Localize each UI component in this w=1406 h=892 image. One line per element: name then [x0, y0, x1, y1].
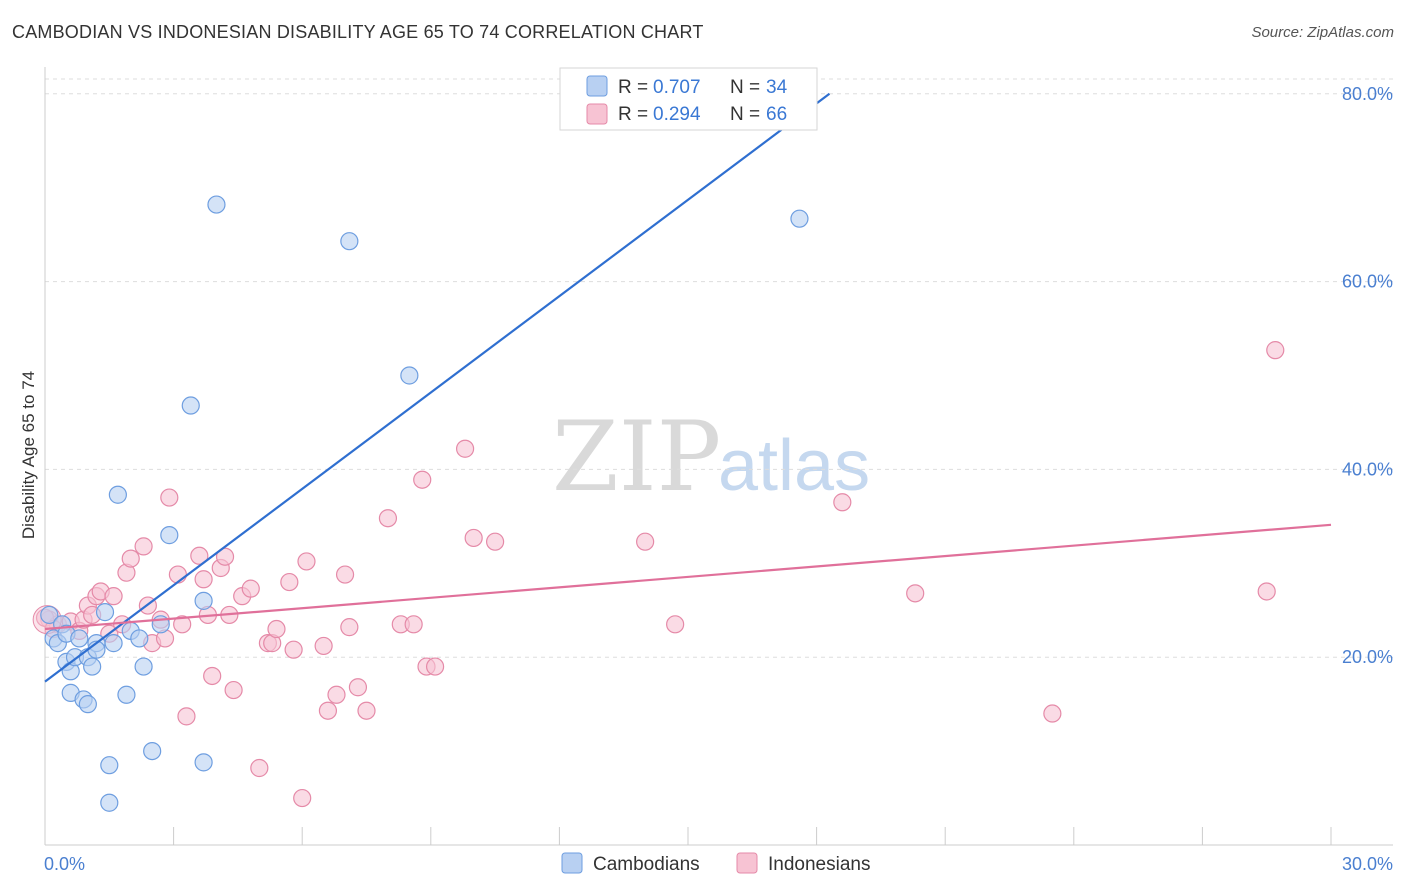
cambodian-point-20 — [108, 485, 127, 504]
cambodian-point-30 — [194, 753, 213, 772]
indonesian-point-30 — [224, 680, 243, 700]
indonesian-point-47 — [357, 701, 376, 720]
cambodian-point-33 — [400, 366, 419, 385]
indonesian-point-53 — [425, 657, 445, 676]
cambodian-point-0 — [40, 605, 59, 625]
legend-n-label-cambodian: N = — [730, 77, 760, 98]
cambodian-point-27 — [160, 526, 179, 545]
y-tick-labels: 20.0% 40.0% 60.0% 80.0% — [1342, 84, 1393, 667]
x-tick-label-min: 0.0% — [44, 854, 85, 874]
y-tick-label-1: 40.0% — [1342, 459, 1393, 479]
indonesian-point-56 — [486, 532, 505, 551]
cambodian-point-24 — [134, 657, 153, 676]
indonesian-point-19 — [160, 488, 179, 507]
indonesian-point-33 — [250, 758, 269, 778]
legend-r-label-indonesian: R = — [618, 104, 648, 125]
cambodian-point-12 — [78, 695, 97, 714]
indonesian-point-51 — [413, 470, 432, 489]
indonesian-point-63 — [1266, 341, 1285, 360]
legend-r-value-cambodian: 0.707 — [653, 77, 701, 98]
indonesian-point-14 — [134, 537, 153, 556]
watermark: ZIP atlas — [552, 401, 870, 513]
indonesian-point-13 — [121, 549, 140, 568]
cambodian-point-9 — [70, 629, 89, 648]
indonesian-point-28 — [215, 547, 235, 566]
watermark-zip: ZIP — [552, 401, 721, 513]
bottom-legend-swatch-cambodian — [561, 852, 583, 874]
indonesian-point-62 — [1257, 582, 1276, 601]
cambodian-point-34 — [790, 209, 809, 228]
cambodian-trend-line — [44, 92, 831, 683]
indonesian-point-26 — [203, 666, 222, 686]
chart-title: CAMBODIAN VS INDONESIAN DISABILITY AGE 6… — [12, 22, 704, 42]
indonesian-point-60 — [906, 584, 925, 603]
indonesian-point-22 — [177, 707, 196, 726]
indonesian-point-41 — [314, 636, 333, 656]
indonesian-point-44 — [335, 565, 355, 584]
bottom-legend-label-indonesian: Indonesians — [768, 854, 870, 875]
y-tick-label-0: 20.0% — [1342, 647, 1393, 667]
indonesian-point-40 — [297, 552, 316, 571]
indonesian-point-61 — [1043, 704, 1062, 723]
cambodian-point-29 — [194, 591, 213, 610]
cambodian-point-31 — [207, 195, 226, 214]
cambodian-point-19 — [104, 634, 123, 653]
x-tick-label-max: 30.0% — [1342, 854, 1393, 874]
indonesian-point-10 — [104, 587, 123, 606]
indonesian-point-48 — [378, 509, 398, 528]
cambodian-point-28 — [181, 396, 200, 415]
indonesian-point-42 — [318, 701, 338, 720]
indonesian-point-54 — [455, 439, 475, 458]
indonesian-point-59 — [833, 493, 852, 512]
indonesian-point-45 — [340, 618, 359, 637]
bottom-legend: Cambodians Indonesians — [561, 852, 870, 875]
bottom-legend-swatch-indonesian — [736, 852, 758, 874]
y-axis-title: Disability Age 65 to 74 — [19, 371, 38, 539]
cambodian-point-21 — [117, 685, 136, 704]
legend-n-value-indonesian: 66 — [766, 104, 787, 125]
indonesian-point-46 — [348, 678, 368, 697]
legend-box: R = 0.707 N = 34 R = 0.294 N = 66 — [559, 67, 818, 131]
legend-n-label-indonesian: N = — [730, 104, 760, 125]
indonesian-point-58 — [666, 615, 685, 634]
indonesian-point-55 — [464, 528, 483, 548]
cambodian-point-32 — [340, 232, 359, 251]
y-tick-label-2: 60.0% — [1342, 272, 1393, 292]
cambodian-point-18 — [100, 793, 119, 812]
indonesian-point-23 — [190, 546, 209, 565]
legend-r-value-indonesian: 0.294 — [653, 104, 701, 125]
cambodian-point-13 — [83, 657, 102, 676]
legend-swatch-indonesian — [586, 103, 608, 125]
indonesian-point-24 — [194, 570, 213, 589]
indonesian-point-21 — [173, 615, 192, 634]
watermark-atlas: atlas — [718, 426, 870, 506]
cambodian-point-17 — [100, 756, 119, 775]
indonesian-point-57 — [636, 532, 655, 551]
indonesian-point-50 — [404, 615, 423, 634]
indonesian-point-38 — [284, 640, 303, 659]
legend-r-label-cambodian: R = — [618, 77, 648, 98]
grid-lines — [45, 78, 1393, 658]
legend-swatch-cambodian — [586, 75, 608, 97]
source-label: Source: ZipAtlas.com — [1251, 24, 1394, 41]
cambodian-point-23 — [130, 629, 149, 648]
cambodian-point-25 — [143, 741, 162, 761]
cambodian-point-16 — [95, 603, 115, 622]
trend-lines — [44, 92, 1332, 683]
axes — [44, 67, 1393, 846]
cambodian-points — [40, 195, 809, 812]
indonesian-point-37 — [280, 572, 299, 592]
indonesian-point-43 — [327, 685, 346, 704]
indonesian-point-39 — [293, 788, 312, 808]
indonesian-point-20 — [168, 565, 187, 584]
indonesian-point-36 — [267, 619, 286, 639]
legend-n-value-cambodian: 34 — [766, 77, 788, 98]
indonesian-trend-line — [44, 523, 1332, 631]
y-tick-label-3: 80.0% — [1342, 84, 1393, 104]
indonesian-point-32 — [241, 579, 260, 598]
bottom-legend-label-cambodian: Cambodians — [593, 854, 700, 875]
